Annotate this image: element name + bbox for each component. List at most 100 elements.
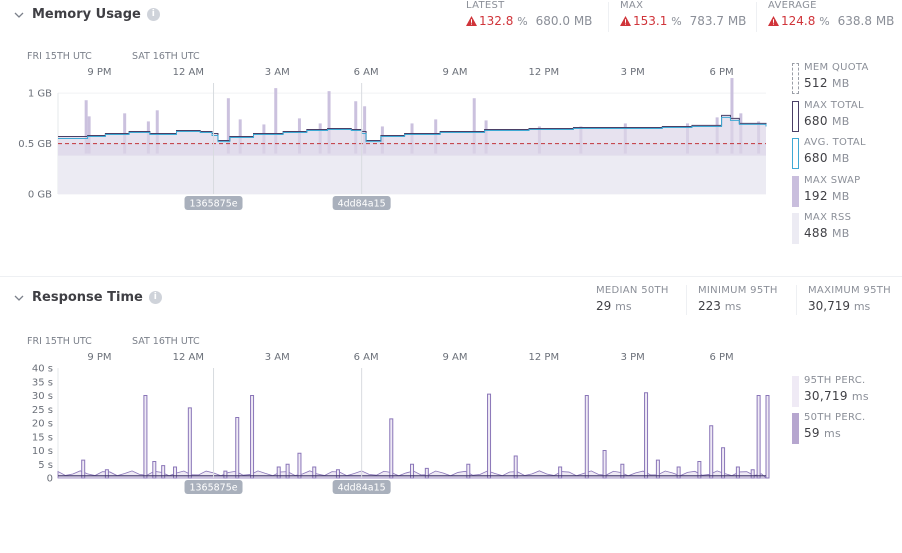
stat-label: MEDIAN 50TH [596, 285, 669, 296]
swap-spike [327, 91, 331, 154]
x-tick-label: 3 AM [265, 67, 290, 78]
stat-max: MAX 153.1 % 783.7 MB [620, 0, 746, 28]
x-tick-label: 9 PM [87, 67, 111, 78]
deploy-marker-badge [184, 196, 243, 210]
p95-spike [173, 466, 178, 479]
swap-spike [84, 100, 88, 154]
stat-mb: 680.0 [535, 14, 570, 28]
response-time-chart[interactable]: FRI 15TH UTC SAT 16TH UTC 9 PM 12 AM 3 AM 6 A… [0, 330, 780, 500]
stat-maximum-95th: MAXIMUM 95TH 30,719 ms [808, 285, 891, 313]
swap-spike [274, 88, 278, 154]
chevron-down-icon[interactable] [12, 291, 26, 305]
legend-label: AVG. TOTAL [804, 137, 866, 148]
legend-unit: MB [831, 115, 850, 128]
p95-spike [721, 447, 726, 479]
p95-spike [104, 469, 109, 479]
p95-spike [335, 469, 340, 479]
p95-spike [143, 395, 148, 479]
stat-label: LATEST [466, 0, 505, 11]
legend-value: 488 [804, 226, 828, 240]
memory-usage-chart[interactable]: FRI 15TH UTC SAT 16TH UTC 9 PM 12 AM 3 AM 6 A… [0, 45, 780, 215]
y-tick-label: 5 s [38, 460, 53, 471]
x-tick-label: 9 AM [442, 352, 467, 363]
p95-spike [250, 395, 255, 479]
legend-label: MEM QUOTA [804, 62, 869, 73]
swap-spike [363, 106, 367, 154]
deploy-marker-badge [332, 480, 391, 494]
p95-spike [487, 393, 492, 479]
p95-spike [276, 466, 281, 479]
p95-spike [644, 392, 649, 479]
p95-spike [602, 450, 607, 479]
legend-label: 95TH PERC. [804, 375, 866, 386]
stat-mb-unit: MB [573, 14, 593, 28]
stat-median-50th: MEDIAN 50TH 29 ms [596, 285, 669, 313]
deploy-marker-label: 4dd84a15 [338, 483, 386, 494]
legend-unit: ms [851, 390, 869, 403]
stat-percent-unit: % [819, 15, 830, 28]
panel-divider [0, 276, 902, 277]
p95-spike [410, 463, 415, 479]
stat-label: MAXIMUM 95TH [808, 285, 891, 296]
x-tick-label: 12 PM [529, 352, 560, 363]
stat-label: MAX [620, 0, 644, 11]
y-tick-label: 15 s [32, 432, 53, 443]
avg-total-line [58, 116, 767, 143]
info-icon[interactable]: i [148, 291, 162, 304]
memory-usage-header: Memory Usage i [12, 7, 160, 22]
stat-label: MINIMUM 95TH [698, 285, 778, 296]
y-tick-label: 0.5 GB [18, 139, 52, 150]
stat-percent: 153.1 [633, 14, 668, 28]
p95-spike [297, 452, 302, 479]
swap-spike [155, 110, 159, 154]
p95-spike [466, 463, 471, 479]
date-label: FRI 15TH UTC [27, 51, 92, 62]
stat-mb: 783.7 [689, 14, 724, 28]
x-tick-label: 6 AM [354, 352, 379, 363]
p95-spike [312, 466, 317, 479]
p95-spike [187, 407, 192, 479]
stat-value: 223 [698, 299, 721, 313]
y-tick-label: 20 s [32, 419, 53, 430]
stat-mb: 638.8 [837, 14, 872, 28]
p95-spike [735, 466, 740, 479]
info-icon[interactable]: i [146, 8, 160, 21]
panel-title: Response Time [32, 290, 143, 305]
p95-spike [235, 417, 240, 479]
warning-icon [768, 16, 779, 26]
legend-label: 50TH PERC. [804, 412, 866, 423]
swap-spike [472, 98, 476, 154]
stat-value: 30,719 [808, 299, 850, 313]
swap-spike [354, 101, 358, 154]
p95-spike [765, 395, 770, 479]
chevron-down-icon[interactable] [12, 8, 26, 22]
deploy-marker-label: 1365875e [189, 199, 237, 210]
p95-spike [558, 466, 563, 479]
p95-spike [513, 455, 518, 479]
stat-value: 29 [596, 299, 612, 313]
y-tick-label: 0 GB [28, 190, 52, 201]
memory-usage-panel: Memory Usage i LATEST 132.8 % 680.0 MB MA… [0, 0, 902, 270]
y-tick-label: 10 s [32, 446, 53, 457]
legend-value: 59 [804, 426, 820, 440]
stat-minimum-95th: MINIMUM 95TH 223 ms [698, 285, 778, 313]
x-tick-label: 9 AM [442, 67, 467, 78]
p95-spike [424, 467, 429, 479]
p95-spike [756, 395, 761, 479]
x-tick-label: 12 PM [529, 67, 560, 78]
stat-percent: 132.8 [479, 14, 514, 28]
x-tick-label: 9 PM [87, 352, 111, 363]
stat-mb-unit: MB [727, 14, 747, 28]
stat-unit: ms [724, 300, 742, 313]
response-time-panel: Response Time i MEDIAN 50TH 29 ms MINIMU… [0, 283, 902, 553]
deploy-marker-badge [332, 196, 391, 210]
legend-value: 192 [804, 189, 828, 203]
p95-spike [697, 461, 702, 479]
y-tick-label: 1 GB [28, 89, 52, 100]
legend-value: 680 [804, 114, 828, 128]
deploy-marker-label: 1365875e [189, 483, 237, 494]
stat-percent-unit: % [671, 15, 682, 28]
legend-unit: MB [831, 77, 850, 90]
warning-icon [620, 16, 631, 26]
deploy-marker-label: 4dd84a15 [338, 199, 386, 210]
